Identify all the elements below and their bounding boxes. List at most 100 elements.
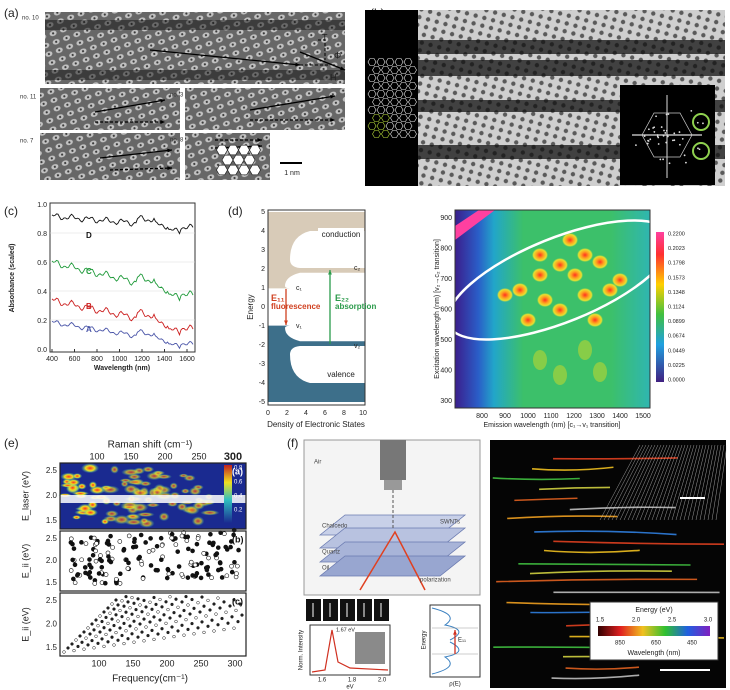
heatmap-spot <box>113 514 131 525</box>
scatter-dot <box>232 626 236 630</box>
scatter-dot <box>201 551 207 556</box>
plot-frame <box>49 202 196 353</box>
scatter-dot <box>204 614 208 618</box>
plot-frame <box>59 530 247 592</box>
band-box <box>318 368 364 382</box>
y-tick-label: 800 <box>440 245 452 252</box>
objective <box>380 440 406 480</box>
colorbar-label: 0.4 <box>234 494 243 500</box>
hexagon <box>408 114 417 122</box>
scatter-dot <box>176 605 180 609</box>
hexagon <box>238 164 250 176</box>
y-tick-label: -5 <box>259 399 265 406</box>
colorbar-label: 0.2 <box>234 508 243 514</box>
scatter-dot <box>150 547 156 553</box>
scatter-dot <box>150 607 154 611</box>
scatter-dot <box>184 594 188 599</box>
hexagon <box>394 90 404 98</box>
edge <box>45 70 345 80</box>
fft-spot <box>685 161 687 164</box>
x-tick-label: 1400 <box>612 413 628 420</box>
scatter-dot <box>214 612 218 616</box>
y-axis-label: E_laser (eV) <box>20 471 30 521</box>
nanotube <box>496 578 698 583</box>
scatter-dot <box>176 629 180 633</box>
scatter-dot <box>194 541 200 547</box>
colorbar <box>656 232 664 382</box>
scatter-dot <box>112 607 116 611</box>
scatter-dot <box>154 623 158 627</box>
scatter-dot <box>90 622 94 626</box>
heatmap-spot <box>532 268 548 282</box>
hatch <box>667 444 692 521</box>
panel-label: (c) <box>4 204 18 218</box>
hexagon <box>403 74 413 82</box>
scatter-dot <box>222 600 226 604</box>
fft-spot <box>655 115 657 118</box>
scatter-dot <box>94 618 98 622</box>
nanotube <box>534 530 677 536</box>
fft-spot <box>678 131 681 133</box>
hexagon <box>372 98 381 106</box>
arrow-head <box>330 94 335 99</box>
scatter-dot <box>155 567 160 573</box>
scatter-dot <box>207 540 212 546</box>
arrow-head <box>160 120 165 124</box>
scatter-dot <box>68 540 74 545</box>
colorbar-label: 0.0000 <box>668 377 685 383</box>
scatter-dot <box>79 557 84 563</box>
hexagon <box>403 90 413 98</box>
scatter-dot <box>224 573 230 579</box>
subplot-label: (b) <box>232 534 244 544</box>
scatter-dot <box>113 576 119 582</box>
dos-curve <box>431 607 460 641</box>
scatter-dot <box>192 632 196 636</box>
scatter-dot <box>110 602 114 606</box>
heatmap-spot <box>125 514 140 519</box>
y-tick-label: 0.2 <box>37 318 47 325</box>
level-label: v₂ <box>354 343 361 350</box>
legend-tick: 3.0 <box>704 618 713 624</box>
scatter-dot <box>110 545 115 550</box>
hexagon <box>227 144 239 156</box>
fft-spot <box>662 158 665 161</box>
hatch <box>675 444 698 521</box>
heatmap-spot <box>139 517 149 524</box>
y-tick-label: 4 <box>261 228 265 235</box>
heatmap-spot <box>60 472 77 481</box>
scatter-dot <box>108 533 113 539</box>
scatter-dot <box>206 598 210 603</box>
top-tick-label: 150 <box>123 451 138 461</box>
scatter-dot <box>92 646 96 650</box>
panel-label: (f) <box>287 436 298 450</box>
arrow-head <box>328 269 332 275</box>
fft-spot <box>681 137 684 140</box>
schematic-label: SWNTs <box>440 520 460 526</box>
hexagon <box>399 114 408 122</box>
scatter-dot <box>218 606 222 610</box>
heatmap-spot <box>192 501 205 510</box>
scatter-dot <box>222 627 226 632</box>
spectrum-curve <box>51 259 194 302</box>
plot-frame <box>454 209 651 409</box>
scatter-dot <box>114 580 119 586</box>
heatmap-spot <box>537 293 553 307</box>
scatter-dot <box>118 626 122 630</box>
scatter-dot <box>211 540 216 546</box>
scatter-dot <box>218 566 224 572</box>
y-tick-label: 0.6 <box>37 260 47 267</box>
scatter-dot <box>172 634 176 639</box>
scatter-dot <box>103 580 108 586</box>
scatter-dot <box>103 572 109 577</box>
tube-label: no. 8 <box>170 138 184 144</box>
heatmap-spot <box>180 488 190 494</box>
scatter-dot <box>93 558 99 564</box>
heatmap-spot <box>146 502 160 508</box>
hexagon <box>381 66 390 74</box>
peak-label: 1.67 eV <box>336 627 355 633</box>
hexagon <box>394 74 404 82</box>
colorbar-label: 0.0674 <box>668 334 685 340</box>
scatter-dot <box>150 628 154 633</box>
scatter-dot <box>220 616 224 621</box>
transition-label: E₁₁ <box>271 293 285 303</box>
